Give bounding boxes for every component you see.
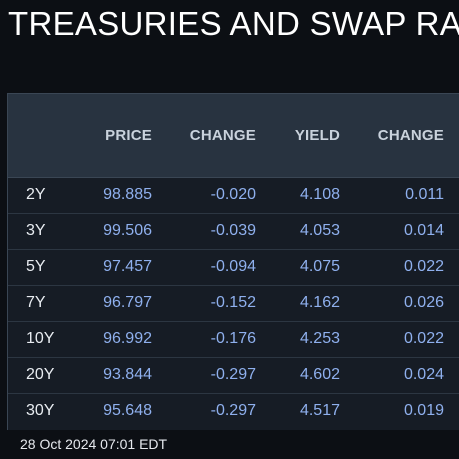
yield-change-cell: 0.019 [403,402,444,420]
price-cell: 98.885 [103,186,152,203]
tenor-cell: 7Y [26,294,46,311]
price-change-cell: -0.152 [210,294,256,311]
price-cell: 96.992 [103,330,152,347]
tenor-cell: 20Y [26,366,55,383]
price-cell: 99.506 [103,222,152,239]
price-change-cell: -0.039 [210,222,256,239]
yield-cell: 4.053 [299,222,340,239]
price-cell: 97.457 [103,258,152,275]
yield-change-cell: 0.014 [403,222,444,239]
table-row[interactable]: 3Y 99.506 -0.039 4.053 0.014 [8,213,459,249]
spacer-cell [444,321,459,357]
yield-change-cell: 0.022 [403,330,444,347]
rates-table-container: PRICE CHANGE YIELD CHANGE 2Y 98.885 -0.0… [7,93,459,430]
price-cell: 96.797 [103,294,152,311]
header-tenor [8,94,88,177]
price-cell: 95.648 [103,402,152,420]
price-change-cell: -0.176 [210,330,256,347]
yield-change-cell: 0.026 [403,294,444,311]
header-spacer [444,94,459,177]
price-change-cell: -0.297 [210,402,256,420]
table-row[interactable]: 20Y 93.844 -0.297 4.602 0.024 [8,357,459,393]
header-yield-change[interactable]: CHANGE [377,126,444,144]
tenor-cell: 10Y [26,330,55,347]
spacer-cell [444,213,459,249]
yield-change-cell: 0.024 [403,366,444,383]
price-change-cell: -0.094 [210,258,256,275]
header-price[interactable]: PRICE [105,126,152,144]
yield-cell: 4.602 [299,366,340,383]
yield-change-cell: 0.011 [405,186,444,203]
tenor-cell: 2Y [26,186,46,203]
table-row[interactable]: 2Y 98.885 -0.020 4.108 0.011 [8,177,459,213]
table-row[interactable]: 5Y 97.457 -0.094 4.075 0.022 [8,249,459,285]
yield-change-cell: 0.022 [403,258,444,275]
price-cell: 93.844 [103,366,152,383]
table-row[interactable]: 30Y 95.648 -0.297 4.517 0.019 [8,393,459,429]
yield-cell: 4.517 [299,402,340,420]
spacer-cell [444,393,459,429]
tenor-cell: 3Y [26,222,46,239]
tenor-cell: 5Y [26,258,46,275]
spacer-cell [444,249,459,285]
page-title: TREASURIES AND SWAP RA [8,5,459,42]
table-header-row: PRICE CHANGE YIELD CHANGE [8,94,459,177]
yield-cell: 4.108 [299,186,340,203]
table-row[interactable]: 7Y 96.797 -0.152 4.162 0.026 [8,285,459,321]
last-updated-timestamp: 28 Oct 2024 07:01 EDT [20,436,168,452]
yield-cell: 4.162 [299,294,340,311]
spacer-cell [444,357,459,393]
header-yield[interactable]: YIELD [294,126,340,144]
yield-cell: 4.075 [299,258,340,275]
spacer-cell [444,177,459,213]
header-price-change[interactable]: CHANGE [189,126,256,144]
tenor-cell: 30Y [26,402,55,420]
rates-table: PRICE CHANGE YIELD CHANGE 2Y 98.885 -0.0… [8,94,459,429]
spacer-cell [444,285,459,321]
table-row[interactable]: 10Y 96.992 -0.176 4.253 0.022 [8,321,459,357]
yield-cell: 4.253 [299,330,340,347]
price-change-cell: -0.297 [210,366,256,383]
price-change-cell: -0.020 [210,186,256,203]
